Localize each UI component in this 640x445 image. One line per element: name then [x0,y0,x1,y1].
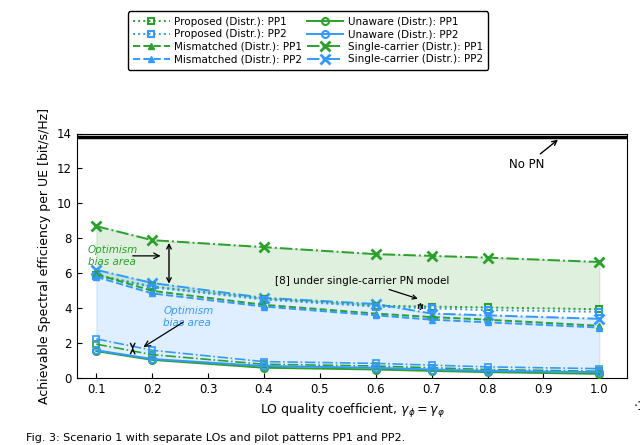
Mismatched (Distr.): PP1: (0.7, 3.5): PP1: (0.7, 3.5) [428,314,435,320]
Proposed (Distr.): PP1: (0.6, 4.15): PP1: (0.6, 4.15) [372,303,380,308]
Proposed (Distr.): PP1: (1, 3.95): PP1: (1, 3.95) [595,307,603,312]
Line: Mismatched (Distr.): PP1: Mismatched (Distr.): PP1 [93,271,603,329]
Mismatched (Distr.): PP1: (0.8, 3.35): PP1: (0.8, 3.35) [484,317,492,322]
Line: Unaware (Distr.): PP1: Unaware (Distr.): PP1 [93,348,603,377]
Mismatched (Distr.): PP1: (1, 3): PP1: (1, 3) [595,323,603,328]
Single-carrier (Distr.): PP2: (0.2, 5.45): PP2: (0.2, 5.45) [148,280,156,286]
Mismatched (Distr.): PP1: (0.4, 4.2): PP1: (0.4, 4.2) [260,302,268,307]
Single-carrier (Distr.): PP2: (0.8, 3.6): PP2: (0.8, 3.6) [484,313,492,318]
Single-carrier (Distr.): PP1: (0.7, 7): PP1: (0.7, 7) [428,253,435,259]
Text: $\cdot10^{-16}$: $\cdot10^{-16}$ [633,398,640,414]
Unaware (Distr.): PP1: (1, 0.25): PP1: (1, 0.25) [595,371,603,376]
Proposed (Distr.): PP1: (0.7, 4.1): PP1: (0.7, 4.1) [428,304,435,309]
Line: Proposed (Distr.): PP1: Proposed (Distr.): PP1 [93,271,603,313]
Proposed (Distr.): PP1: (0.2, 5.25): PP1: (0.2, 5.25) [148,284,156,289]
Text: [8] under single-carrier PN model: [8] under single-carrier PN model [275,276,449,299]
Proposed (Distr.): PP1: (0.1, 5.9): PP1: (0.1, 5.9) [93,272,100,278]
Proposed (Distr.): PP1: (0.8, 4.05): PP1: (0.8, 4.05) [484,305,492,310]
Text: No PN: No PN [509,141,557,171]
Single-carrier (Distr.): PP2: (0.7, 3.7): PP2: (0.7, 3.7) [428,311,435,316]
Legend: Proposed (Distr.): PP1, Proposed (Distr.): PP2, Mismatched (Distr.): PP1, Mismat: Proposed (Distr.): PP1, Proposed (Distr.… [128,12,488,70]
Y-axis label: Achievable Spectral efficiency per UE [bit/s/Hz]: Achievable Spectral efficiency per UE [b… [38,108,51,404]
Mismatched (Distr.): PP2: (0.6, 3.6): PP2: (0.6, 3.6) [372,313,380,318]
Text: Optimism
bias area: Optimism bias area [88,245,138,267]
Line: Unaware (Distr.): PP2: Unaware (Distr.): PP2 [93,347,603,376]
Mismatched (Distr.): PP2: (0.7, 3.35): PP2: (0.7, 3.35) [428,317,435,322]
Mismatched (Distr.): PP2: (0.2, 4.85): PP2: (0.2, 4.85) [148,291,156,296]
Mismatched (Distr.): PP1: (0.2, 5): PP1: (0.2, 5) [148,288,156,294]
Single-carrier (Distr.): PP1: (0.4, 7.5): PP1: (0.4, 7.5) [260,244,268,250]
Proposed (Distr.): PP2: (0.7, 4): PP2: (0.7, 4) [428,306,435,311]
Unaware (Distr.): PP2: (0.1, 1.6): PP2: (0.1, 1.6) [93,348,100,353]
Unaware (Distr.): PP1: (0.7, 0.42): PP1: (0.7, 0.42) [428,368,435,373]
Single-carrier (Distr.): PP1: (0.8, 6.9): PP1: (0.8, 6.9) [484,255,492,260]
Single-carrier (Distr.): PP2: (0.1, 6.2): PP2: (0.1, 6.2) [93,267,100,272]
Text: Optimism
bias area: Optimism bias area [163,306,214,328]
Mismatched (Distr.): PP2: (0.8, 3.2): PP2: (0.8, 3.2) [484,320,492,325]
Mismatched (Distr.): PP1: (0.1, 5.95): PP1: (0.1, 5.95) [93,271,100,277]
Line: Proposed (Distr.): PP2: Proposed (Distr.): PP2 [93,272,603,316]
Unaware (Distr.): PP2: (0.6, 0.6): PP2: (0.6, 0.6) [372,365,380,370]
Unaware (Distr.): PP1: (0.1, 1.55): PP1: (0.1, 1.55) [93,348,100,354]
Single-carrier (Distr.): PP2: (0.6, 4.25): PP2: (0.6, 4.25) [372,301,380,307]
Unaware (Distr.): PP2: (1, 0.35): PP2: (1, 0.35) [595,369,603,375]
Proposed (Distr.): PP2: (0.8, 3.9): PP2: (0.8, 3.9) [484,307,492,313]
Mismatched (Distr.): PP2: (0.1, 5.8): PP2: (0.1, 5.8) [93,274,100,279]
Proposed (Distr.): PP1: (0.4, 4.55): PP1: (0.4, 4.55) [260,296,268,301]
Unaware (Distr.): PP1: (0.4, 0.6): PP1: (0.4, 0.6) [260,365,268,370]
Mismatched (Distr.): PP2: (0.4, 4.1): PP2: (0.4, 4.1) [260,304,268,309]
Single-carrier (Distr.): PP2: (0.4, 4.6): PP2: (0.4, 4.6) [260,295,268,300]
Unaware (Distr.): PP2: (0.8, 0.42): PP2: (0.8, 0.42) [484,368,492,373]
Single-carrier (Distr.): PP1: (0.2, 7.9): PP1: (0.2, 7.9) [148,238,156,243]
X-axis label: LO quality coefficient, $\gamma_\phi = \gamma_\varphi$: LO quality coefficient, $\gamma_\phi = \… [260,402,444,420]
Unaware (Distr.): PP1: (0.6, 0.5): PP1: (0.6, 0.5) [372,367,380,372]
Proposed (Distr.): PP2: (0.6, 4.1): PP2: (0.6, 4.1) [372,304,380,309]
Unaware (Distr.): PP2: (0.7, 0.5): PP2: (0.7, 0.5) [428,367,435,372]
Single-carrier (Distr.): PP2: (1, 3.4): PP2: (1, 3.4) [595,316,603,321]
Mismatched (Distr.): PP2: (1, 2.9): PP2: (1, 2.9) [595,325,603,330]
Single-carrier (Distr.): PP1: (0.6, 7.1): PP1: (0.6, 7.1) [372,251,380,257]
Unaware (Distr.): PP1: (0.2, 1.05): PP1: (0.2, 1.05) [148,357,156,363]
Mismatched (Distr.): PP1: (0.6, 3.7): PP1: (0.6, 3.7) [372,311,380,316]
Line: Mismatched (Distr.): PP2: Mismatched (Distr.): PP2 [93,273,603,331]
Proposed (Distr.): PP2: (0.2, 5.2): PP2: (0.2, 5.2) [148,285,156,290]
Proposed (Distr.): PP2: (0.4, 4.5): PP2: (0.4, 4.5) [260,297,268,302]
Unaware (Distr.): PP2: (0.2, 1.1): PP2: (0.2, 1.1) [148,356,156,362]
Proposed (Distr.): PP2: (0.1, 5.85): PP2: (0.1, 5.85) [93,273,100,279]
Line: Single-carrier (Distr.): PP2: Single-carrier (Distr.): PP2 [92,265,604,324]
Proposed (Distr.): PP2: (1, 3.8): PP2: (1, 3.8) [595,309,603,315]
Unaware (Distr.): PP2: (0.4, 0.7): PP2: (0.4, 0.7) [260,363,268,368]
Unaware (Distr.): PP1: (0.8, 0.35): PP1: (0.8, 0.35) [484,369,492,375]
Single-carrier (Distr.): PP1: (0.1, 8.7): PP1: (0.1, 8.7) [93,223,100,229]
Single-carrier (Distr.): PP1: (1, 6.65): PP1: (1, 6.65) [595,259,603,265]
Line: Single-carrier (Distr.): PP1: Single-carrier (Distr.): PP1 [92,221,604,267]
Text: Fig. 3: Scenario 1 with separate LOs and pilot patterns PP1 and PP2.: Fig. 3: Scenario 1 with separate LOs and… [26,433,405,442]
